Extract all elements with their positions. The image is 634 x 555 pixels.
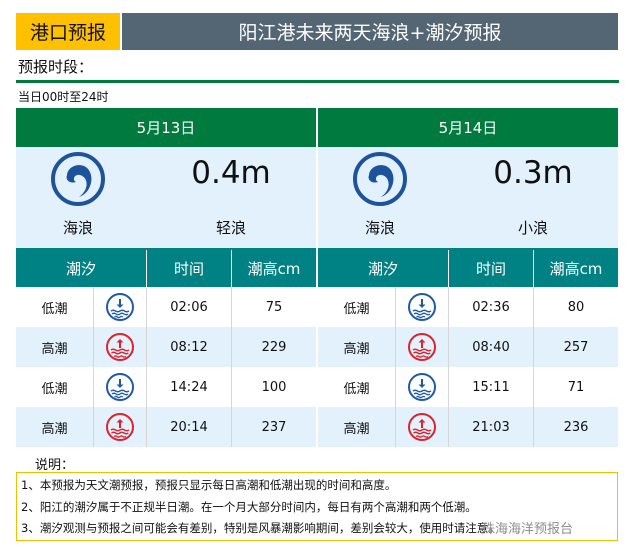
tide-time: 20:14 — [146, 407, 231, 447]
tide-time: 02:06 — [146, 287, 231, 327]
day-panel: 5月13日 海浪 0.4m 轻浪 潮汐 时间 潮高cm 低潮 02:06 75 … — [16, 108, 316, 447]
tide-table-header: 潮汐 时间 潮高cm — [16, 248, 316, 287]
col-tide: 潮汐 — [65, 260, 96, 278]
day-date: 5月13日 — [16, 108, 316, 147]
forecast-period-value: 当日00时至24时 — [18, 90, 109, 104]
col-tide: 潮汐 — [367, 260, 398, 278]
tide-time: 15:11 — [448, 367, 533, 407]
tide-type: 高潮 — [41, 341, 68, 357]
tide-row: 低潮 02:06 75 — [16, 287, 316, 327]
note-item: 1、本预报为天文潮预报，预报只显示每日高潮和低潮出现的时间和高度。 — [21, 478, 397, 492]
high-tide-icon — [407, 332, 437, 362]
low-tide-icon — [105, 292, 135, 322]
wave-height: 0.4m — [191, 155, 271, 191]
tide-time: 21:03 — [448, 407, 533, 447]
wave-grade: 小浪 — [517, 219, 548, 237]
day-date: 5月14日 — [318, 108, 618, 147]
tide-row: 低潮 14:24 100 — [16, 367, 316, 407]
tide-row: 低潮 15:11 71 — [318, 367, 618, 407]
tide-height: 71 — [533, 367, 618, 407]
tide-time: 08:12 — [146, 327, 231, 367]
wave-icon — [50, 151, 106, 207]
page-title: 阳江港未来两天海浪+潮汐预报 — [122, 13, 618, 50]
wave-label: 海浪 — [62, 219, 93, 237]
tide-type: 低潮 — [343, 381, 370, 397]
wave-grade: 轻浪 — [215, 219, 246, 237]
watermark: 珠海海洋预报台 — [482, 522, 574, 537]
low-tide-icon — [407, 292, 437, 322]
tide-height: 80 — [533, 287, 618, 327]
tide-height: 100 — [231, 367, 316, 407]
notes-box: 1、本预报为天文潮预报，预报只显示每日高潮和低潮出现的时间和高度。 2、阳江的潮… — [16, 472, 618, 541]
day-panel: 5月14日 海浪 0.3m 小浪 潮汐 时间 潮高cm 低潮 02:36 80 … — [318, 108, 618, 447]
low-tide-icon — [105, 372, 135, 402]
tide-type: 高潮 — [343, 341, 370, 357]
col-height: 潮高cm — [533, 250, 618, 287]
tide-height: 75 — [231, 287, 316, 327]
tide-row: 高潮 21:03 236 — [318, 407, 618, 447]
tide-type: 低潮 — [41, 301, 68, 317]
tide-type: 高潮 — [343, 421, 370, 437]
wave-icon — [352, 151, 408, 207]
wave-info: 海浪 0.4m 轻浪 — [16, 147, 316, 248]
forecast-days: 5月13日 海浪 0.4m 轻浪 潮汐 时间 潮高cm 低潮 02:06 75 … — [16, 108, 618, 447]
low-tide-icon — [407, 372, 437, 402]
tide-time: 14:24 — [146, 367, 231, 407]
tide-height: 237 — [231, 407, 316, 447]
note-item: 3、潮汐观测与预报之间可能会有差别，特别是风暴潮影响期间，差别会较大，使用时请注… — [21, 521, 500, 535]
col-height: 潮高cm — [231, 250, 316, 287]
tide-type: 高潮 — [41, 421, 68, 437]
header-tag: 港口预报 — [16, 13, 120, 50]
wave-label: 海浪 — [364, 219, 395, 237]
tide-height: 236 — [533, 407, 618, 447]
note-item: 2、阳江的潮汐属于不正规半日潮。在一个月大部分时间内，每日有两个高潮和两个低潮。 — [21, 499, 477, 514]
notes-label: 说明： — [35, 458, 75, 473]
wave-info: 海浪 0.3m 小浪 — [318, 147, 618, 248]
high-tide-icon — [105, 332, 135, 362]
high-tide-icon — [407, 412, 437, 442]
tide-type: 低潮 — [343, 301, 370, 317]
page-header: 港口预报 阳江港未来两天海浪+潮汐预报 — [16, 13, 618, 50]
forecast-period-label: 预报时段： — [18, 58, 94, 76]
tide-height: 257 — [533, 327, 618, 367]
tide-row: 低潮 02:36 80 — [318, 287, 618, 327]
tide-time: 08:40 — [448, 327, 533, 367]
tide-type: 低潮 — [41, 381, 68, 397]
tide-time: 02:36 — [448, 287, 533, 327]
wave-height: 0.3m — [493, 155, 573, 191]
col-time: 时间 — [146, 250, 231, 287]
divider — [16, 80, 619, 83]
tide-row: 高潮 08:40 257 — [318, 327, 618, 367]
tide-height: 229 — [231, 327, 316, 367]
tide-table-header: 潮汐 时间 潮高cm — [318, 248, 618, 287]
col-time: 时间 — [448, 250, 533, 287]
tide-row: 高潮 20:14 237 — [16, 407, 316, 447]
high-tide-icon — [105, 412, 135, 442]
tide-row: 高潮 08:12 229 — [16, 327, 316, 367]
